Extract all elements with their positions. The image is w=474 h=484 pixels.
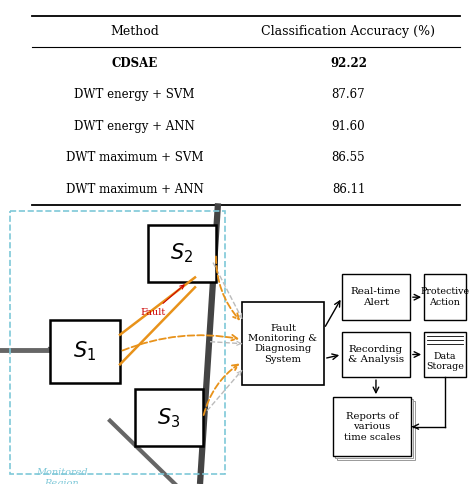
Text: Monitored
Region: Monitored Region (36, 468, 88, 484)
Bar (335, 399, 413, 458)
Text: $S_1$: $S_1$ (73, 340, 97, 363)
Bar (148, 225, 216, 282)
Bar (337, 401, 415, 460)
Bar (424, 274, 466, 320)
Text: Recording
& Analysis: Recording & Analysis (348, 345, 404, 364)
Text: Protective
Action: Protective Action (420, 287, 470, 307)
Text: 86.55: 86.55 (332, 151, 365, 164)
Text: $S_2$: $S_2$ (171, 242, 193, 266)
Text: DWT maximum + SVM: DWT maximum + SVM (66, 151, 203, 164)
Text: DWT maximum + ANN: DWT maximum + ANN (66, 182, 203, 196)
Bar (342, 332, 410, 377)
Bar (135, 389, 203, 446)
Text: 87.67: 87.67 (332, 88, 365, 101)
Bar (10, 211, 225, 474)
Text: 86.11: 86.11 (332, 182, 365, 196)
Text: Classification Accuracy (%): Classification Accuracy (%) (262, 25, 436, 38)
Text: DWT energy + SVM: DWT energy + SVM (74, 88, 195, 101)
Text: Method: Method (110, 25, 159, 38)
Text: Real-time
Alert: Real-time Alert (351, 287, 401, 307)
Text: CDSAE: CDSAE (111, 57, 158, 70)
Bar (50, 320, 120, 383)
Text: DWT energy + ANN: DWT energy + ANN (74, 120, 195, 133)
Text: $S_3$: $S_3$ (157, 406, 181, 430)
Bar (424, 332, 466, 377)
Text: Reports of
various
time scales: Reports of various time scales (344, 412, 401, 441)
Text: Data
Storage: Data Storage (426, 352, 464, 371)
Text: Fault
Monitoring &
Diagnosing
System: Fault Monitoring & Diagnosing System (248, 323, 318, 364)
Text: Fault: Fault (140, 285, 184, 317)
Bar (342, 274, 410, 320)
Bar (333, 397, 411, 456)
Bar (242, 302, 324, 385)
Text: 91.60: 91.60 (332, 120, 365, 133)
Text: 92.22: 92.22 (330, 57, 367, 70)
